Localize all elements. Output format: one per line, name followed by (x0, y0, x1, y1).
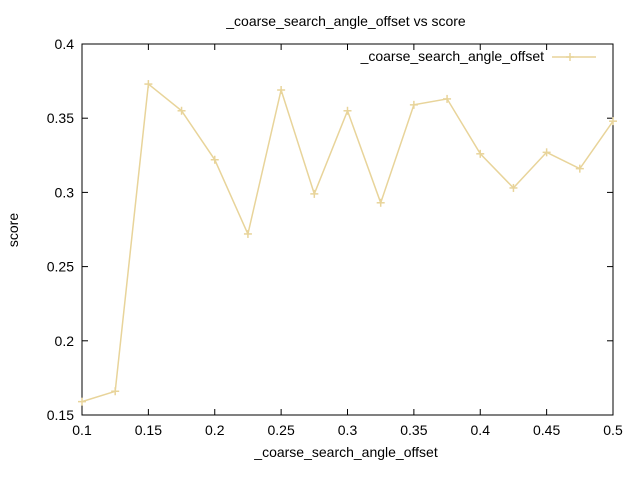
x-axis-label: _coarse_search_angle_offset (253, 444, 438, 460)
x-tick-label: 0.15 (135, 422, 162, 438)
x-tick-label: 0.5 (603, 422, 623, 438)
x-tick-label: 0.4 (471, 422, 491, 438)
data-point (111, 387, 120, 396)
data-point (277, 86, 286, 95)
y-tick-label: 0.2 (55, 333, 75, 349)
data-point (310, 189, 319, 198)
y-tick-label: 0.35 (47, 110, 74, 126)
x-tick-label: 0.3 (338, 422, 358, 438)
y-tick-label: 0.25 (47, 259, 74, 275)
data-point (243, 229, 252, 238)
legend: _coarse_search_angle_offset (360, 48, 596, 64)
data-point (609, 117, 617, 126)
data-point (343, 106, 352, 115)
x-tick-label: 0.1 (72, 422, 92, 438)
data-point (443, 94, 452, 103)
plot-frame (81, 43, 614, 416)
data-point (542, 148, 551, 157)
y-axis-label: score (5, 213, 21, 247)
data-point (409, 100, 418, 109)
data-point (575, 164, 584, 173)
data-point (509, 183, 518, 192)
data-point (78, 397, 86, 406)
x-tick-label: 0.25 (268, 422, 295, 438)
y-axis-ticks: 0.15 0.2 0.25 0.3 0.35 0.4 (47, 36, 613, 423)
data-point (144, 80, 153, 89)
legend-marker (566, 53, 574, 61)
x-tick-label: 0.2 (205, 422, 225, 438)
x-tick-label: 0.45 (533, 422, 560, 438)
legend-label: _coarse_search_angle_offset (360, 48, 545, 64)
x-axis-ticks: 0.1 0.15 0.2 0.25 0.3 0.35 0.4 0.45 0.5 (72, 44, 623, 438)
chart-title: _coarse_search_angle_offset vs score (225, 13, 466, 29)
data-point (476, 149, 485, 158)
series-line (81, 82, 614, 403)
y-tick-label: 0.3 (55, 184, 75, 200)
data-point (177, 106, 186, 115)
x-tick-label: 0.35 (400, 422, 427, 438)
data-point (210, 155, 219, 164)
y-tick-label: 0.15 (47, 407, 74, 423)
data-point (376, 198, 385, 207)
series-layer (78, 80, 617, 406)
y-tick-label: 0.4 (55, 36, 75, 52)
